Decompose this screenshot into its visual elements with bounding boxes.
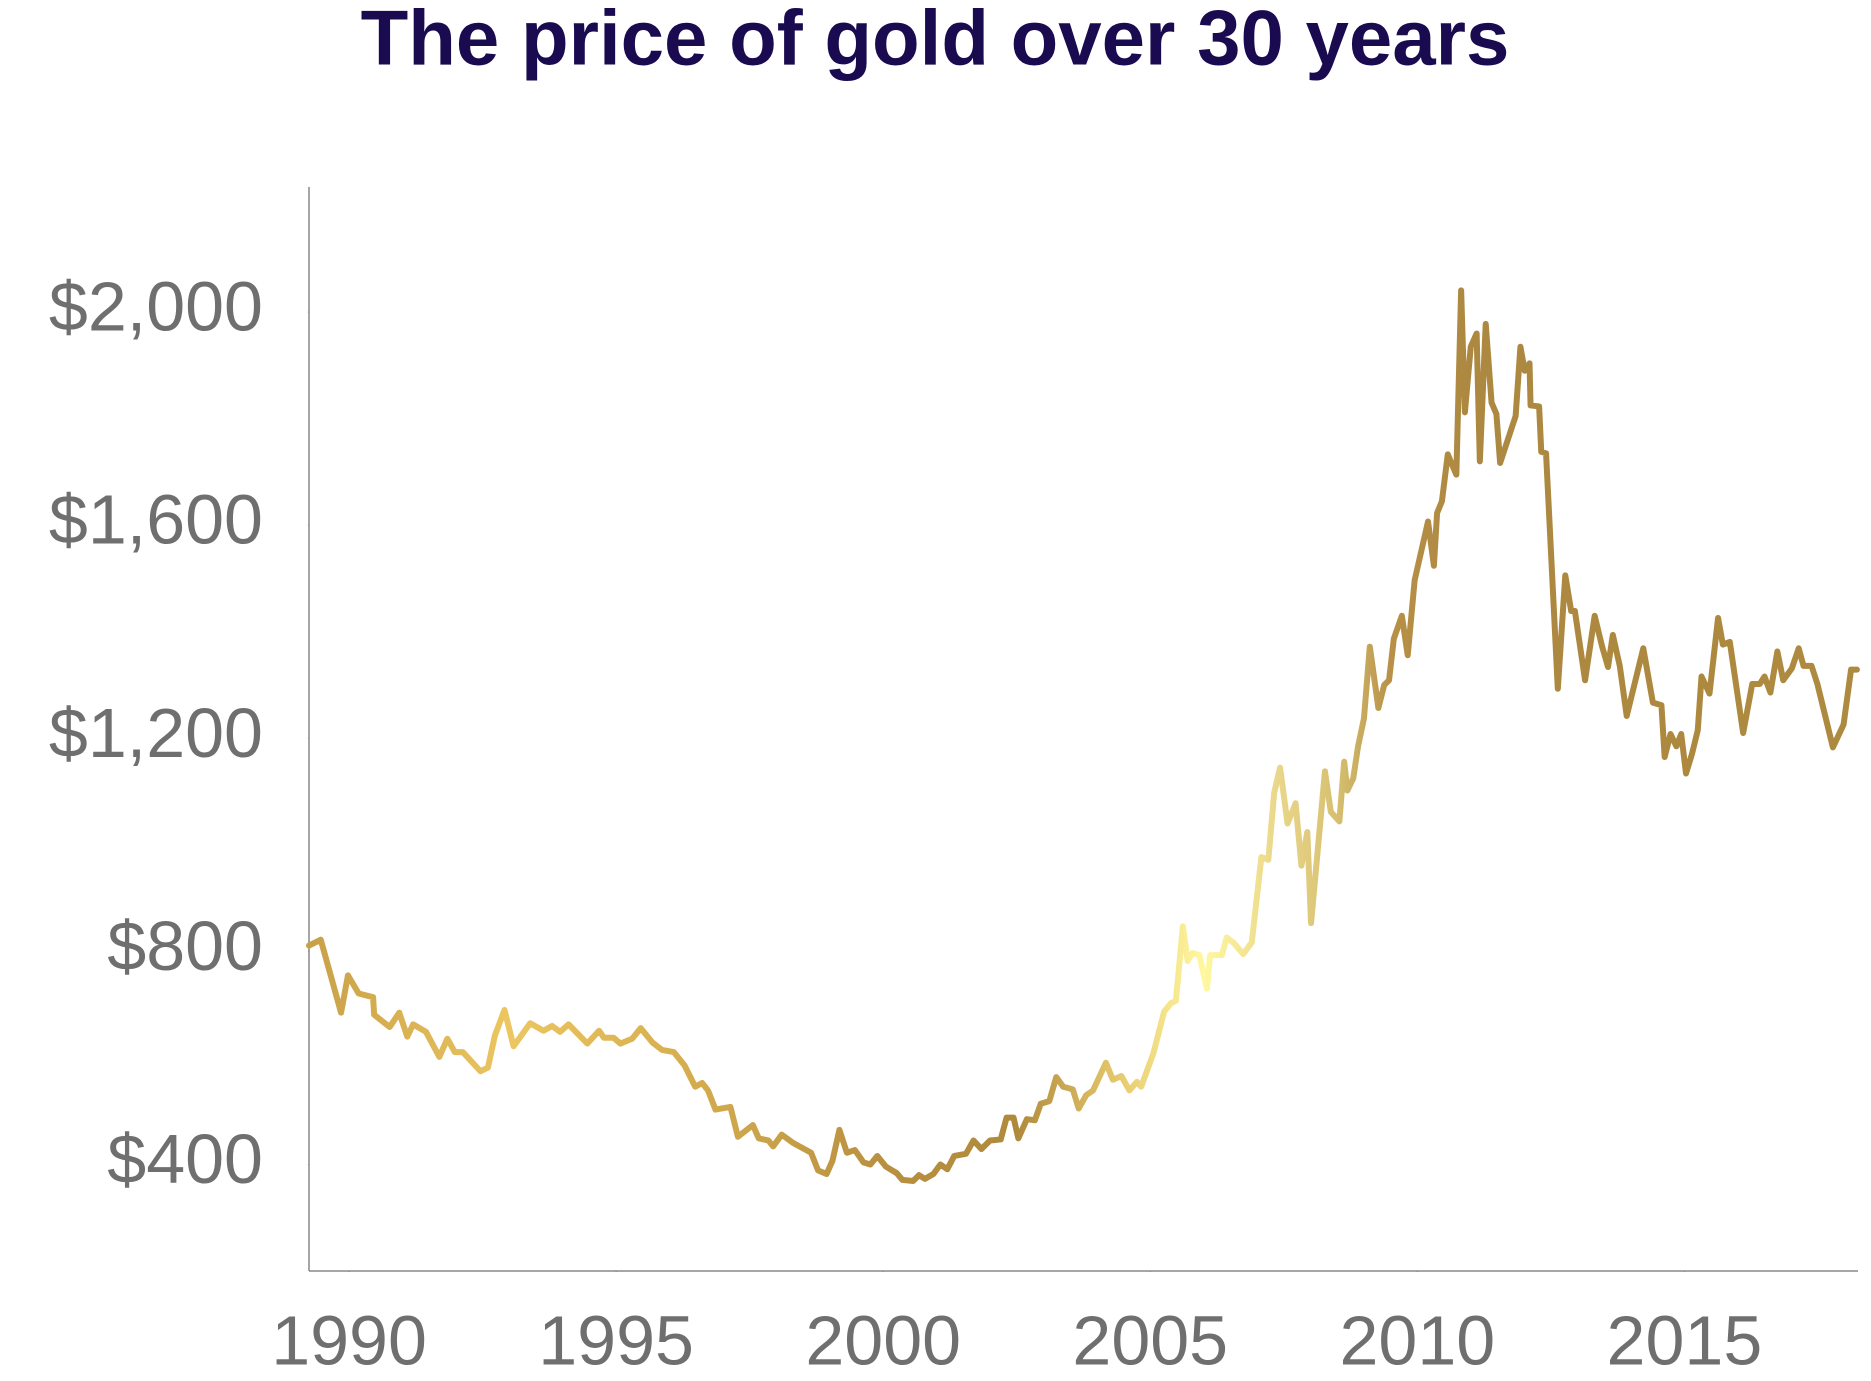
x-tick-label: 2010 — [1339, 1301, 1495, 1379]
price-line — [306, 287, 1860, 1184]
y-tick-label: $800 — [107, 907, 263, 985]
x-tick-label: 2000 — [805, 1301, 961, 1379]
x-tick-label: 2005 — [1072, 1301, 1228, 1379]
x-tick-label: 1990 — [271, 1301, 427, 1379]
y-tick-label: $2,000 — [49, 268, 263, 346]
y-tick-label: $1,600 — [49, 481, 263, 559]
y-tick-label: $1,200 — [49, 694, 263, 772]
x-tick-label: 2015 — [1607, 1301, 1763, 1379]
x-tick-label: 1995 — [538, 1301, 694, 1379]
y-tick-label: $400 — [107, 1120, 263, 1198]
chart-title: The price of gold over 30 years — [361, 0, 1510, 82]
